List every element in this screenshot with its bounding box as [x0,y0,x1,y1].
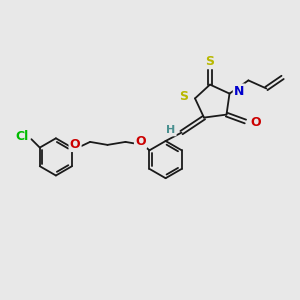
Text: O: O [251,116,261,130]
Text: H: H [166,125,176,135]
Text: Cl: Cl [16,130,29,143]
Text: O: O [70,138,80,151]
Text: S: S [179,90,188,103]
Text: O: O [135,135,146,148]
Text: S: S [206,55,214,68]
Text: N: N [234,85,244,98]
